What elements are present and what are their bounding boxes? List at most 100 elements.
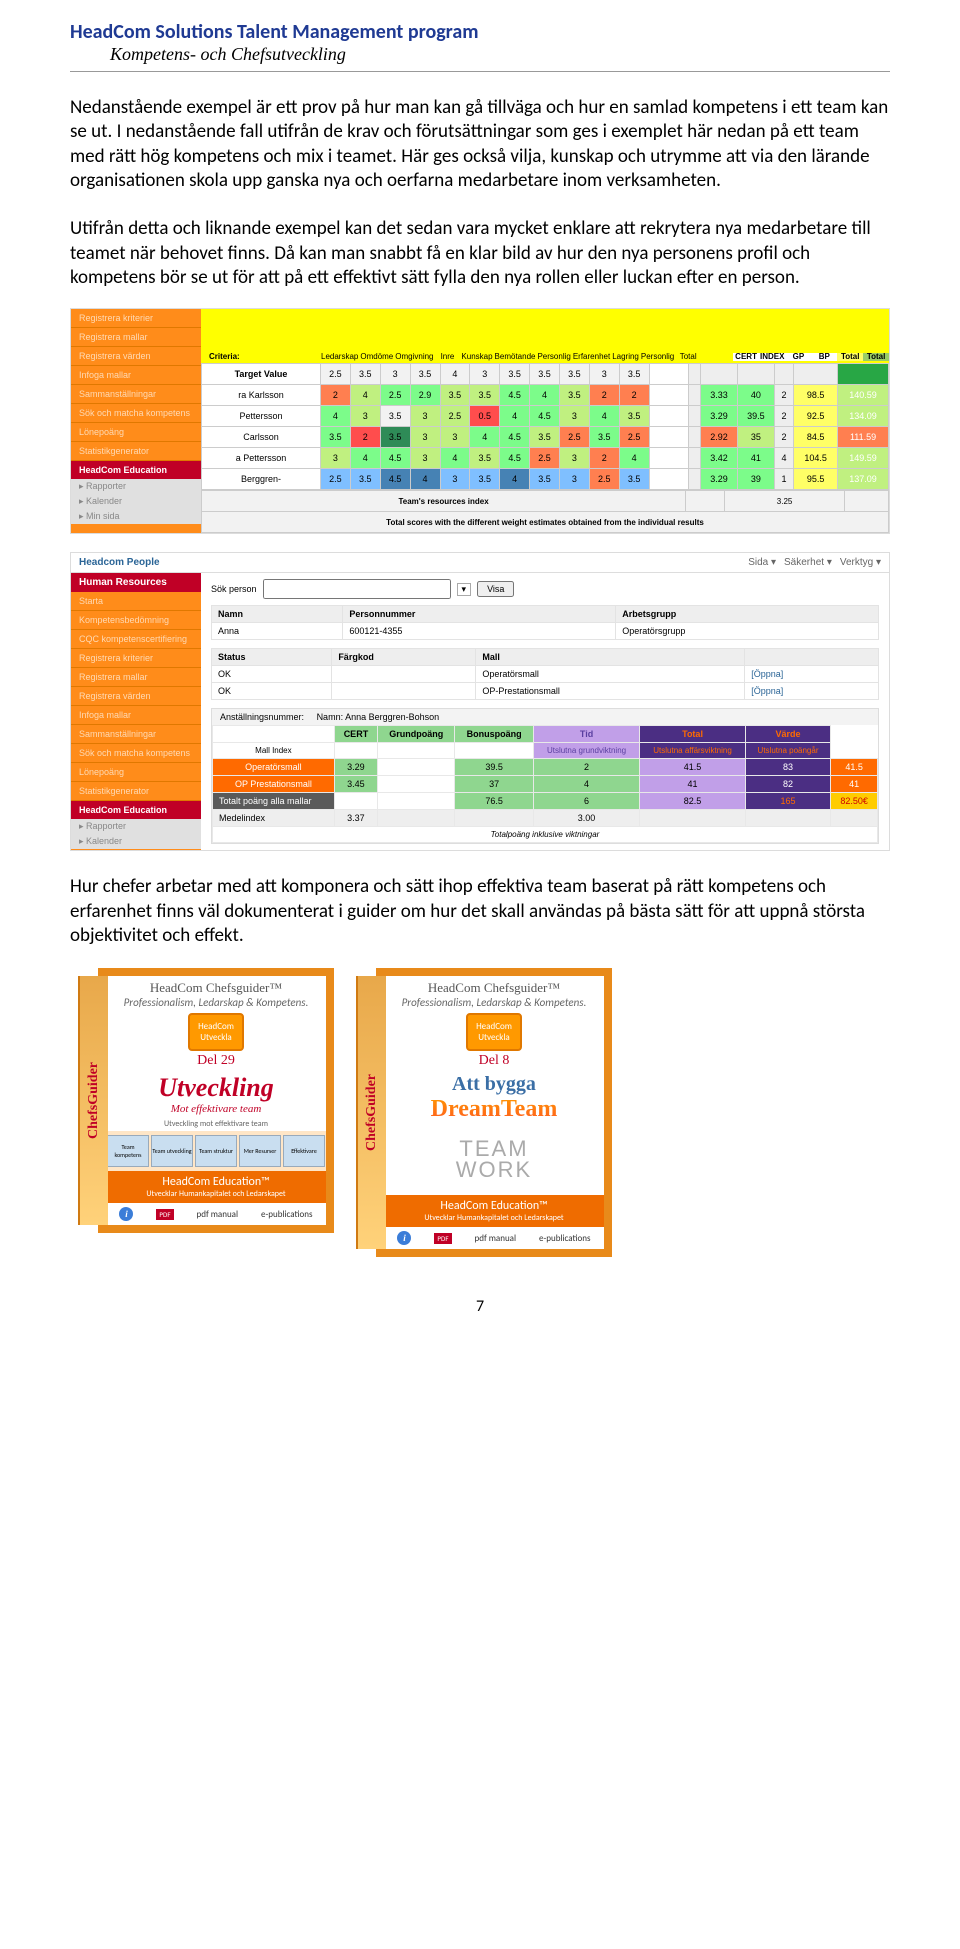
sidemenu-item[interactable]: Registrera mallar	[71, 668, 201, 687]
toolbar-menu[interactable]: Verktyg ▾	[840, 557, 881, 568]
sidemenu-item[interactable]: Sök och matcha kompetens	[71, 404, 201, 423]
sidemenu-item[interactable]: CQC kompetenscertifiering	[71, 630, 201, 649]
value-cell: 4	[410, 469, 440, 490]
right-cell: 84.5	[794, 427, 838, 448]
search-button[interactable]: Visa	[477, 581, 514, 597]
sidemenu-edu[interactable]: HeadCom Education	[71, 461, 201, 479]
info-icon: i	[119, 1207, 133, 1221]
summary-cell	[334, 793, 377, 810]
value-cell: 4	[470, 427, 500, 448]
col-header: Mall	[476, 649, 745, 666]
summary-cell	[378, 810, 455, 827]
sidemenu-item[interactable]: Sammanställningar	[71, 385, 201, 404]
cover-edu-band: HeadCom Education™Utvecklar Humankapital…	[384, 1195, 604, 1227]
foot-text-1: pdf manual	[474, 1233, 516, 1244]
header-rule	[70, 71, 890, 72]
value-cell: 3	[350, 406, 380, 427]
value-cell: 4.5	[380, 448, 410, 469]
value-cell: 4	[589, 406, 619, 427]
paragraph-2: Utifrån detta och liknande exempel kan d…	[70, 217, 890, 290]
score-table: CERTGrundpoängBonuspoängTidTotalVärdeMal…	[212, 725, 878, 843]
sidemenu-grey-item[interactable]: ▸ Min sida	[71, 509, 201, 524]
criteria-footer: Team's resources index3.25 Total scores …	[201, 490, 889, 533]
value-cell: 3.5	[321, 427, 351, 448]
toolbar-menu[interactable]: Säkerhet ▾	[784, 557, 832, 568]
book-cover-2: ChefsGuider HeadCom Chefsguider™ Profess…	[376, 968, 612, 1257]
sidemenu-item[interactable]: Registrera värden	[71, 687, 201, 706]
cover-part-number: Del 29	[112, 1053, 320, 1069]
summary-cell: 3.37	[334, 810, 377, 827]
right-cell: 39.5	[737, 406, 774, 427]
value-cell: 3.5	[619, 364, 649, 385]
sidemenu-item[interactable]: Registrera kriterier	[71, 309, 201, 328]
cover-subheading: Professionalism, Ledarskap & Kompetens.	[112, 996, 320, 1009]
value-cell: 3	[410, 406, 440, 427]
value-cell: 4.5	[500, 427, 530, 448]
open-link[interactable]: [Öppna]	[745, 666, 879, 683]
right-cell: 40	[737, 385, 774, 406]
value-cell: 3.5	[470, 469, 500, 490]
cover-part-number: Del 8	[390, 1053, 598, 1069]
sidemenu-item[interactable]: Registrera kriterier	[71, 649, 201, 668]
right-cell: 35	[737, 427, 774, 448]
sidemenu-item[interactable]: Statistikgenerator	[71, 782, 201, 801]
screenshot-person-detail: Headcom People Sida ▾Säkerhet ▾Verktyg ▾…	[70, 552, 890, 851]
data-cell: OP-Prestationsmall	[476, 683, 745, 700]
mall-table: StatusFärgkodMallOKOperatörsmall[Öppna]O…	[211, 648, 879, 700]
sidemenu-item[interactable]: Starta	[71, 592, 201, 611]
right-cell: 134.09	[838, 406, 889, 427]
summary-cell: 76.5	[455, 793, 533, 810]
sidemenu-grey-item[interactable]: ▸ Kalender	[71, 834, 201, 849]
row-name: Pettersson	[202, 406, 321, 427]
data-cell: Operatörsgrupp	[616, 623, 879, 640]
right-cell: 2.92	[701, 427, 738, 448]
sidemenu-grey-item[interactable]: ▸ Rapporter	[71, 479, 201, 494]
sidemenu-item[interactable]: Statistikgenerator	[71, 442, 201, 461]
sidemenu-item[interactable]: Lönepoäng	[71, 423, 201, 442]
value-cell: 3.5	[380, 427, 410, 448]
right-cell: 3.42	[701, 448, 738, 469]
sidemenu-grey-item[interactable]: ▸ Rapporter	[71, 819, 201, 834]
sidemenu-edu[interactable]: HeadCom Education	[71, 801, 201, 819]
doc-subtitle: Kompetens- och Chefsutveckling	[110, 44, 890, 65]
right-cell	[688, 469, 701, 490]
page-number: 7	[70, 1297, 890, 1316]
label-cell	[378, 743, 455, 759]
doc-title: HeadCom Solutions Talent Management prog…	[70, 20, 890, 44]
score-header: Värde	[745, 726, 830, 743]
summary-cell: 82.50€	[831, 793, 878, 810]
value-cell: 0.5	[470, 406, 500, 427]
page-header: HeadCom Solutions Talent Management prog…	[70, 20, 890, 72]
value-cell: 2.5	[321, 364, 351, 385]
label-cell	[455, 743, 533, 759]
book-cover-1: ChefsGuider HeadCom Chefsguider™ Profess…	[98, 968, 334, 1233]
right-cell: 1	[774, 469, 793, 490]
sidemenu-item[interactable]: Infoga mallar	[71, 366, 201, 385]
cover-art: TEAMWORK	[384, 1125, 604, 1195]
sidemenu-item[interactable]: Sammanställningar	[71, 725, 201, 744]
value-cell: 4	[619, 448, 649, 469]
open-link[interactable]: [Öppna]	[745, 683, 879, 700]
sidemenu-item[interactable]: Kompetensbedömning	[71, 611, 201, 630]
search-input[interactable]	[263, 579, 451, 599]
summary-cell: Medelindex	[213, 810, 335, 827]
score-cell: 2	[533, 759, 639, 776]
value-cell: 4.5	[530, 406, 560, 427]
summary-cell	[831, 810, 878, 827]
right-cell	[838, 364, 889, 385]
dropdown-icon[interactable]: ▾	[457, 583, 472, 596]
row-name: a Pettersson	[202, 448, 321, 469]
toolbar-menu[interactable]: Sida ▾	[748, 557, 776, 568]
value-cell: 3	[589, 364, 619, 385]
col-header: Namn	[212, 606, 343, 623]
sidemenu-item[interactable]: Registrera mallar	[71, 328, 201, 347]
score-cell: 39.5	[455, 759, 533, 776]
value-cell: 3.5	[560, 385, 590, 406]
sidemenu-grey-item[interactable]: ▸ Kalender	[71, 494, 201, 509]
sidemenu-item[interactable]: Sök och matcha kompetens	[71, 744, 201, 763]
sidemenu-item[interactable]: Registrera värden	[71, 347, 201, 366]
sidemenu-item[interactable]: Lönepoäng	[71, 763, 201, 782]
value-cell: 3.5	[440, 385, 470, 406]
value-cell: 3.5	[350, 364, 380, 385]
sidemenu-item[interactable]: Infoga mallar	[71, 706, 201, 725]
